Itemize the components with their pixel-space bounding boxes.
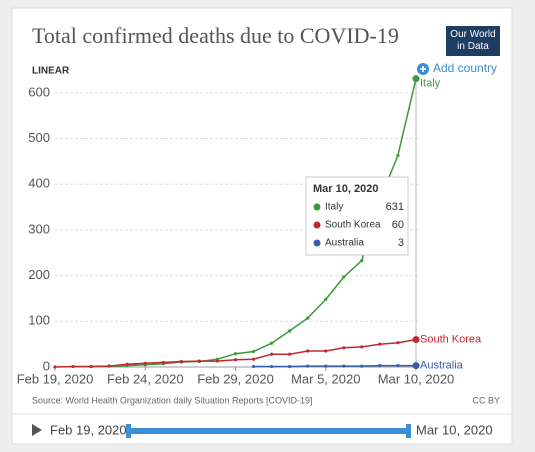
x-tick-label: Feb 29, 2020 — [197, 371, 274, 386]
tooltip-value: 631 — [386, 201, 404, 213]
data-point — [53, 365, 57, 369]
tooltip-value: 60 — [392, 219, 404, 231]
tooltip-swatch — [313, 221, 321, 229]
series-line — [253, 364, 416, 368]
series-end-label: Italy — [420, 78, 441, 90]
series-end-label: South Korea — [420, 333, 482, 345]
data-point — [360, 364, 364, 368]
y-tick-label: 100 — [28, 313, 50, 328]
play-button[interactable] — [32, 424, 42, 436]
data-point — [306, 364, 310, 368]
data-point — [71, 364, 75, 369]
tooltip-name: Italy — [325, 202, 343, 213]
tooltip-swatch — [313, 239, 321, 247]
data-point — [396, 341, 400, 345]
y-tick-label: 500 — [28, 130, 50, 145]
data-point — [270, 352, 274, 356]
data-point — [251, 349, 256, 354]
data-point — [306, 349, 310, 353]
x-tick-label: Mar 5, 2020 — [291, 371, 360, 386]
data-point — [396, 153, 400, 158]
data-point — [233, 358, 238, 362]
y-tick-label: 400 — [28, 176, 50, 191]
data-point — [270, 364, 274, 369]
x-tick-label: Feb 24, 2020 — [107, 371, 184, 386]
timeline-handle[interactable] — [126, 424, 131, 438]
tooltip-name: South Korea — [325, 220, 381, 231]
data-point — [233, 352, 238, 356]
tooltip-date: Mar 10, 2020 — [313, 183, 378, 195]
y-tick-label: 300 — [28, 221, 50, 236]
data-point — [324, 297, 328, 301]
data-point — [342, 364, 346, 368]
timeline-end: Mar 10, 2020 — [416, 422, 493, 437]
data-point — [412, 75, 420, 83]
data-point — [179, 359, 183, 364]
y-tick-label: 200 — [28, 267, 50, 282]
data-point — [251, 364, 256, 369]
card — [11, 7, 513, 445]
license: CC BY — [472, 395, 500, 405]
add-plus — [420, 66, 426, 72]
data-point — [306, 316, 310, 320]
tooltip-swatch — [313, 203, 321, 211]
x-tick-label: Feb 19, 2020 — [17, 371, 94, 386]
logo-text-box: Our World in Data — [450, 29, 496, 52]
data-point — [197, 359, 201, 363]
data-point — [360, 258, 364, 263]
timeline-start: Feb 19, 2020 — [50, 422, 127, 437]
data-point — [342, 275, 346, 279]
data-point — [107, 364, 111, 368]
x-tick-label: Mar 10, 2020 — [378, 371, 455, 386]
timeline-range[interactable] — [128, 428, 410, 434]
tooltip-value: 3 — [398, 237, 404, 249]
chart-title: Total confirmed deaths due to COVID-19 — [32, 23, 399, 48]
data-point — [342, 346, 346, 350]
data-point — [412, 336, 420, 344]
timeline-handle[interactable] — [406, 424, 411, 438]
data-point — [360, 345, 364, 349]
y-tick-label: 600 — [28, 84, 50, 99]
data-point — [412, 362, 420, 370]
data-point — [324, 349, 328, 353]
data-point — [288, 329, 292, 333]
y-tick-label: 0 — [43, 358, 50, 373]
data-point — [125, 362, 129, 366]
logo-text: Our World in Data — [450, 29, 496, 52]
data-point — [89, 364, 93, 369]
data-point — [143, 361, 147, 365]
data-point — [251, 357, 256, 361]
data-point — [396, 364, 400, 368]
source: Source: World Health Organization daily … — [32, 395, 312, 405]
data-point — [378, 364, 382, 368]
data-point — [288, 364, 292, 369]
data-point — [324, 364, 328, 368]
data-point — [161, 360, 165, 365]
logo[interactable] — [446, 26, 500, 56]
data-point — [270, 341, 274, 345]
tooltip-name: Australia — [325, 238, 364, 249]
data-point — [378, 342, 382, 346]
series-end-label: Australia — [420, 360, 464, 372]
data-point — [288, 352, 292, 356]
scale-toggle[interactable]: LINEAR — [32, 66, 70, 77]
tooltip — [305, 176, 409, 256]
data-point — [215, 359, 220, 363]
add-country[interactable]: Add country — [433, 61, 497, 75]
